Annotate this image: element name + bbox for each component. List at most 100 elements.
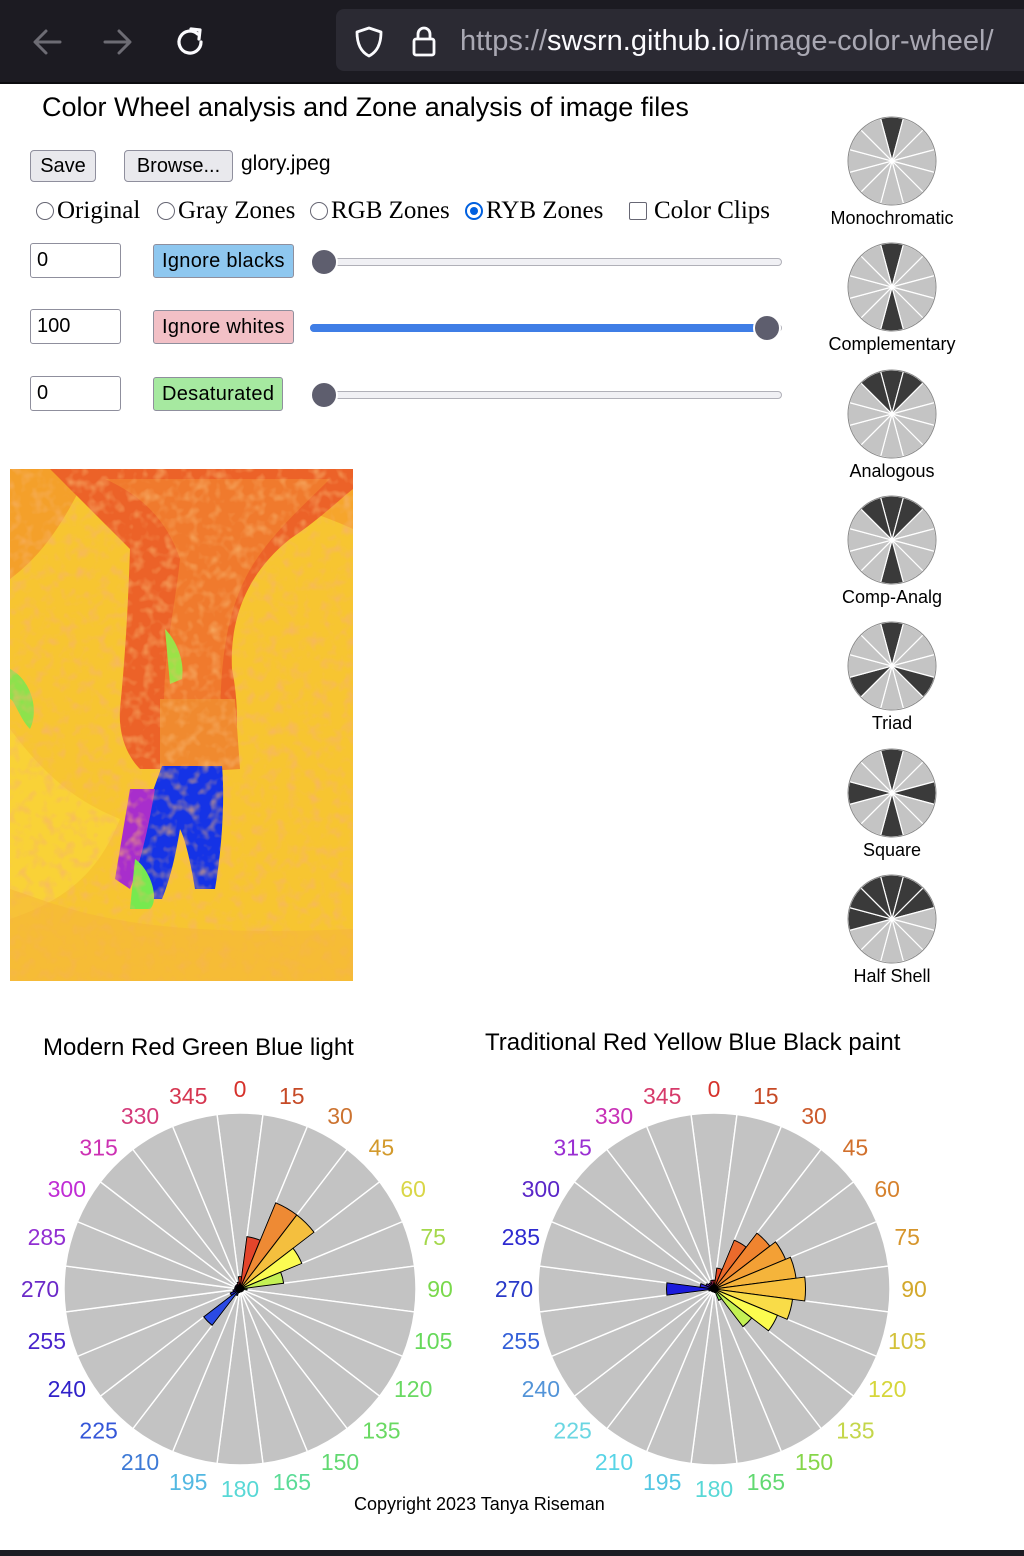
rgb-chart-title: Modern Red Green Blue light: [43, 1034, 354, 1061]
angle-label: 330: [121, 1103, 159, 1129]
browse-button[interactable]: Browse...: [124, 150, 233, 182]
ignore-whites-button[interactable]: Ignore whites: [153, 310, 294, 344]
lock-icon[interactable]: [407, 25, 441, 59]
browser-toolbar: https://swsrn.github.io/image-color-whee…: [0, 0, 1024, 84]
harmony-monochromatic[interactable]: Monochromatic: [818, 115, 966, 229]
ignore-whites-slider[interactable]: [310, 308, 782, 348]
harmony-half-shell[interactable]: Half Shell: [818, 873, 966, 987]
slider-thumb[interactable]: [753, 314, 781, 342]
hue-bar-150: [713, 1288, 723, 1302]
hue-bar-45: [239, 1214, 315, 1290]
hue-bar-240: [229, 1288, 241, 1297]
angle-label: 210: [595, 1449, 633, 1475]
angle-label: 225: [79, 1417, 117, 1443]
ignore-blacks-slider[interactable]: [310, 242, 782, 282]
angle-label: 60: [400, 1176, 426, 1202]
address-bar[interactable]: https://swsrn.github.io/image-color-whee…: [336, 9, 1024, 71]
angle-label: 255: [28, 1328, 66, 1354]
back-icon[interactable]: [27, 22, 67, 62]
harmony-wheel-icon: [847, 621, 937, 711]
angle-label: 195: [169, 1469, 207, 1495]
harmony-analogous[interactable]: Analogous: [818, 368, 966, 482]
hue-bar-345: [709, 1279, 715, 1290]
hue-bar-75: [239, 1271, 285, 1290]
harmony-label: Monochromatic: [830, 208, 954, 228]
forward-icon[interactable]: [98, 22, 138, 62]
radio-original[interactable]: [36, 202, 54, 220]
reload-icon[interactable]: [170, 22, 210, 62]
ignore-blacks-button[interactable]: Ignore blacks: [153, 244, 294, 278]
harmony-label: Square: [862, 840, 922, 860]
mode-rgb-zones-label: RGB Zones: [331, 197, 450, 224]
radio-rgb-zones[interactable]: [310, 202, 328, 220]
url-text[interactable]: https://swsrn.github.io/image-color-whee…: [460, 19, 994, 63]
file-name: glory.jpeg: [241, 152, 331, 175]
harmony-comp-analg[interactable]: Comp-Analg: [818, 494, 966, 608]
hue-bar-120: [713, 1288, 779, 1332]
mode-original-label: Original: [57, 197, 141, 224]
harmony-rim: [847, 495, 937, 585]
ignore-whites-input[interactable]: 100: [30, 309, 121, 344]
desaturated-slider[interactable]: [310, 375, 782, 415]
harmony-wheel-icon: [847, 874, 937, 964]
angle-label: 135: [836, 1417, 874, 1443]
ryb-chart-title: Traditional Red Yellow Blue Black paint: [485, 1029, 901, 1056]
harmony-rim: [847, 621, 937, 711]
harmony-label: Half Shell: [853, 966, 931, 986]
angle-label: 105: [414, 1328, 452, 1354]
angle-label: 60: [874, 1176, 900, 1202]
harmony-rim: [847, 748, 937, 838]
harmony-wheel-icon: [847, 242, 937, 332]
harmony-wheel-icon: [847, 116, 937, 206]
angle-label: 120: [868, 1376, 906, 1402]
hue-bar-225: [202, 1288, 241, 1327]
shield-icon[interactable]: [352, 25, 386, 59]
harmony-label: Analogous: [849, 461, 935, 481]
angle-label: 15: [279, 1083, 305, 1109]
slider-track: [310, 258, 782, 266]
save-button[interactable]: Save: [30, 150, 96, 182]
angle-label: 45: [369, 1135, 395, 1161]
slider-fill: [310, 324, 768, 332]
angle-label: 0: [708, 1076, 721, 1102]
angle-label: 300: [522, 1176, 560, 1202]
angle-label: 330: [595, 1103, 633, 1129]
desaturated-button[interactable]: Desaturated: [153, 377, 284, 411]
harmony-rim: [847, 242, 937, 332]
angle-label: 45: [843, 1135, 869, 1161]
color-clips-checkbox[interactable]: [629, 202, 647, 220]
harmony-wheel-icon: [847, 369, 937, 459]
angle-label: 345: [169, 1083, 207, 1109]
harmony-wheel-icon: [847, 748, 937, 838]
angle-label: 180: [695, 1476, 733, 1502]
ignore-blacks-input[interactable]: 0: [30, 243, 121, 278]
harmony-label: Comp-Analg: [841, 587, 943, 607]
desaturated-input[interactable]: 0: [30, 376, 121, 411]
radio-gray-zones[interactable]: [157, 202, 175, 220]
url-host: swsrn.github.io: [547, 25, 741, 57]
angle-label: 315: [79, 1135, 117, 1161]
angle-label: 75: [894, 1224, 920, 1250]
angle-label: 240: [48, 1376, 86, 1402]
harmony-square[interactable]: Square: [818, 747, 966, 861]
angle-label: 0: [234, 1076, 247, 1102]
angle-label: 90: [901, 1276, 927, 1302]
angle-label: 30: [327, 1103, 353, 1129]
harmony-complementary[interactable]: Complementary: [818, 241, 966, 355]
wheel-sector: [645, 1113, 715, 1290]
angle-label: 210: [121, 1449, 159, 1475]
angle-label: 165: [747, 1469, 785, 1495]
angle-label: 270: [22, 1276, 59, 1302]
slider-thumb[interactable]: [310, 248, 338, 276]
harmony-wheel-icon: [847, 495, 937, 585]
harmony-triad[interactable]: Triad: [818, 620, 966, 734]
harmony-rim: [847, 116, 937, 206]
angle-label: 135: [362, 1417, 400, 1443]
angle-label: 315: [553, 1135, 591, 1161]
radio-ryb-zones[interactable]: [465, 202, 483, 220]
angle-label: 270: [496, 1276, 533, 1302]
angle-label: 150: [795, 1449, 833, 1475]
angle-label: 165: [273, 1469, 311, 1495]
slider-thumb[interactable]: [310, 381, 338, 409]
